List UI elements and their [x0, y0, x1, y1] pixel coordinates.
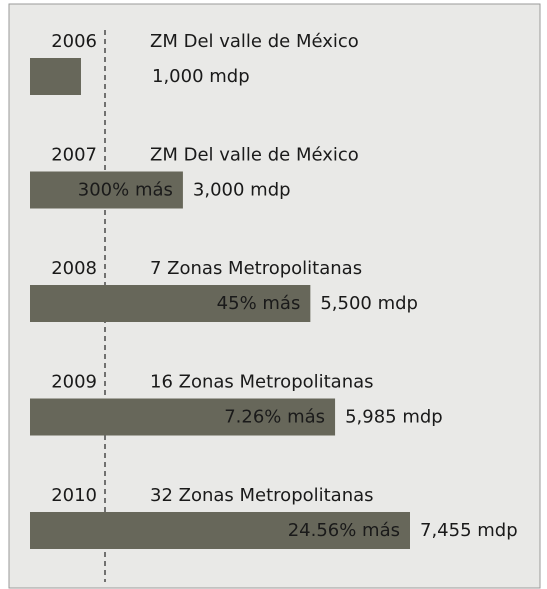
value-label: 3,000 mdp: [193, 180, 291, 201]
zone-label: 16 Zonas Metropolitanas: [150, 372, 374, 393]
value-label: 5,500 mdp: [320, 293, 418, 314]
value-label: 7,455 mdp: [420, 520, 518, 541]
growth-label: 300% más: [78, 180, 173, 201]
bar: [30, 398, 336, 436]
value-label: 5,985 mdp: [345, 407, 443, 428]
value-label: 1,000 mdp: [152, 66, 250, 87]
bar: [30, 171, 183, 209]
year-label: 2007: [51, 145, 97, 166]
year-label: 2010: [51, 485, 97, 506]
zone-label: ZM Del valle de México: [150, 145, 359, 166]
year-label: 2008: [51, 258, 97, 279]
zone-label: 32 Zonas Metropolitanas: [150, 485, 374, 506]
year-label: 2009: [51, 372, 97, 393]
bar: [30, 285, 311, 322]
growth-label: 45% más: [217, 293, 301, 314]
year-label: 2006: [51, 31, 97, 52]
zone-label: 7 Zonas Metropolitanas: [150, 258, 362, 279]
growth-label: 7.26% más: [224, 407, 325, 428]
bar: [30, 512, 410, 549]
growth-label: 24.56% más: [288, 520, 400, 541]
bar: [30, 58, 81, 95]
zone-label: ZM Del valle de México: [150, 31, 359, 52]
